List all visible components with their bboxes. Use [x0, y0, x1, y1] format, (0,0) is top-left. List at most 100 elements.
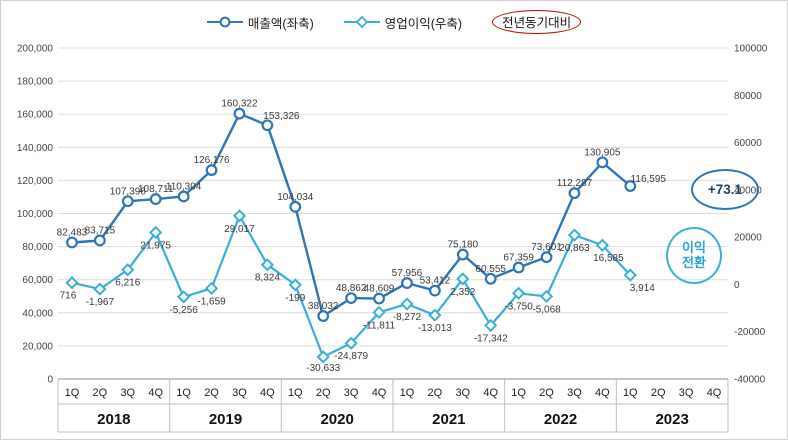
legend-label-yoy-circled: 전년동기대비: [492, 10, 582, 34]
category-axis: 2018 2019 2020 2021 2022 2023 1Q 2Q 3Q 4Q 1Q 2Q 3Q 4Q…: [57, 379, 729, 433]
revenue-marker: [233, 107, 246, 120]
revenue-data-label: 116,595: [631, 174, 667, 185]
legend-label-operating-profit: 영업이익(우축): [384, 16, 463, 31]
revenue-data-label: 53,412: [420, 276, 451, 287]
operating-profit-marker: [456, 272, 470, 286]
left-axis-tick-label: 100,000: [17, 209, 54, 220]
revenue-marker: [596, 156, 609, 169]
operating-profit-data-label: -3,750: [504, 301, 533, 312]
quarter-label: 4Q: [260, 387, 275, 399]
legend-item-yoy: 전년동기대비: [492, 10, 582, 34]
quarter-label: 2Q: [651, 387, 666, 399]
operating-profit-data-label: -24,879: [334, 351, 368, 362]
revenue-data-label: 160,322: [221, 99, 258, 110]
operating-profit-marker: [288, 278, 302, 292]
quarter-label: 2Q: [93, 387, 108, 399]
revenue-data-label: 57,956: [392, 268, 423, 279]
right-axis-tick-label: 100000: [734, 44, 768, 55]
operating-profit-data-label: -30,633: [306, 363, 340, 374]
year-label: 2018: [97, 411, 130, 428]
operating-profit-data-label: 16,585: [593, 253, 624, 264]
revenue-marker: [261, 119, 274, 132]
right-axis-tick-label: -40000: [734, 375, 766, 386]
revenue-marker: [345, 292, 358, 305]
left-axis-tick-label: 20,000: [22, 341, 53, 352]
revenue-data-label: 67,359: [503, 253, 534, 264]
revenue-marker: [401, 277, 413, 289]
revenue-marker: [428, 284, 441, 297]
right-axis-tick-label: 80000: [734, 91, 762, 102]
operating-profit-data-label: 2,352: [450, 287, 475, 298]
revenue-marker: [317, 310, 330, 322]
operating-profit-marker: [539, 289, 554, 304]
right-axis-tick-label: 60000: [734, 138, 762, 149]
right-axis-tick-label: -20000: [734, 327, 766, 338]
quarter-label: 4Q: [707, 387, 722, 399]
left-axis-tick-label: 40,000: [22, 308, 53, 319]
revenue-marker: [149, 193, 162, 205]
revenue-data-label: 82,483: [57, 227, 88, 238]
revenue-markers: [66, 107, 637, 322]
operating-profit-data-label: -199: [285, 293, 305, 304]
revenue-data-label: 110,304: [166, 181, 202, 192]
left-axis-tick-label: 60,000: [22, 275, 53, 286]
revenue-marker: [456, 248, 469, 261]
operating-profit-marker: [204, 281, 219, 295]
quarter-label: 4Q: [148, 387, 163, 399]
revenue-data-label: 48,609: [364, 284, 395, 295]
left-axis-tick-label: 180,000: [17, 77, 54, 88]
right-axis-tick-label: 20000: [734, 233, 762, 244]
quarter-label: 2Q: [428, 387, 443, 399]
quarter-label: 2Q: [539, 387, 554, 399]
operating-profit-marker: [316, 350, 330, 364]
operating-profit-line-marker-icon: [343, 16, 380, 28]
operating-profit-marker: [232, 209, 247, 223]
operating-profit-data-label: 21,975: [140, 240, 171, 251]
revenue-marker: [624, 180, 637, 192]
quarter-label: 1Q: [511, 387, 526, 399]
revenue-marker: [66, 236, 78, 249]
revenue-marker: [93, 234, 106, 247]
operating-profit-data-label: -8,272: [393, 312, 422, 323]
operating-profit-marker: [595, 238, 609, 252]
revenue-data-label: 73,601: [531, 242, 562, 253]
quarter-label: 3Q: [232, 387, 247, 399]
revenue-data-label: 83,715: [85, 225, 116, 236]
revenue-data-label: 60,555: [475, 264, 506, 275]
operating-profit-marker: [177, 290, 191, 304]
right-axis-tick-label: 0: [734, 280, 740, 291]
operating-profit-data-label: -11,811: [363, 320, 396, 331]
quarter-label: 3Q: [455, 387, 470, 399]
revenue-marker: [540, 251, 553, 264]
annotation-yoy-growth: +73.1: [691, 169, 759, 210]
quarter-label: 4Q: [595, 387, 610, 399]
quarter-label: 3Q: [679, 387, 694, 399]
legend-label-revenue: 매출액(좌축): [247, 16, 314, 31]
annotation-profit-turnaround: 이익 전환: [666, 227, 722, 284]
quarter-label: 3Q: [344, 387, 359, 399]
left-axis-tick-label: 160,000: [17, 110, 54, 121]
operating-profit-data-label: 29,017: [224, 224, 255, 235]
quarter-label: 1Q: [176, 387, 191, 399]
operating-profit-data-label: 8,324: [255, 273, 280, 284]
revenue-data-label: 107,396: [110, 186, 147, 197]
operating-profit-marker: [372, 305, 386, 319]
quarter-label: 1Q: [65, 387, 80, 399]
revenue-data-label: 108,711: [138, 184, 174, 195]
revenue-data-label: 153,326: [263, 111, 300, 122]
revenue-data-label: 112,287: [557, 178, 593, 189]
revenue-data-label: 48,862: [336, 283, 367, 294]
revenue-data-label: 75,180: [447, 240, 478, 251]
operating-profit-marker: [121, 263, 135, 277]
operating-profit-marker: [512, 286, 526, 300]
operating-profit-marker: [400, 297, 414, 311]
revenue-marker: [568, 187, 581, 200]
revenue-marker: [177, 190, 190, 203]
operating-profit-data-label: -1,967: [86, 297, 115, 308]
operating-profit-data-label: -13,013: [418, 323, 452, 334]
revenue-marker: [512, 261, 525, 274]
quarter-label: 2Q: [316, 387, 331, 399]
operating-profit-marker: [260, 258, 274, 272]
